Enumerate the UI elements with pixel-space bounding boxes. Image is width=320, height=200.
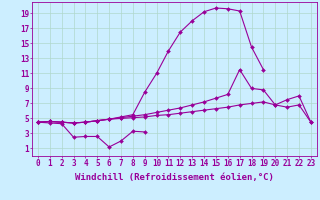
- X-axis label: Windchill (Refroidissement éolien,°C): Windchill (Refroidissement éolien,°C): [75, 173, 274, 182]
